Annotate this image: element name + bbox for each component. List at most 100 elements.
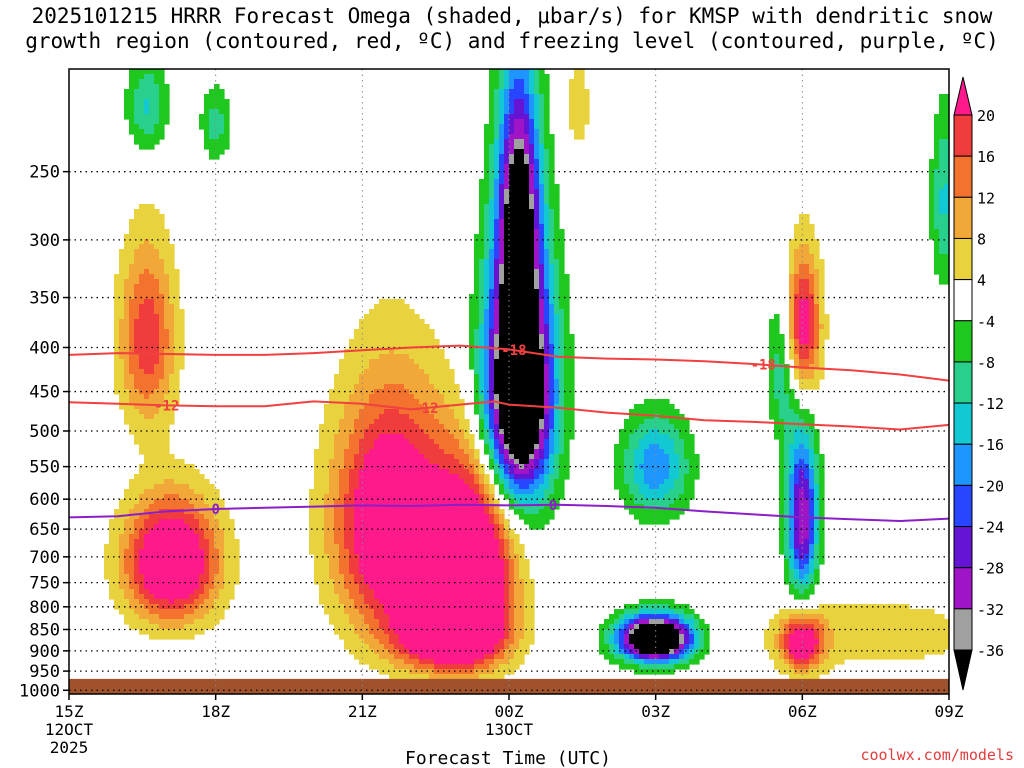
omega-cell [444,554,450,560]
omega-cell [359,599,365,605]
omega-cell [429,374,435,380]
omega-cell [334,389,340,395]
omega-cell [474,299,480,305]
omega-cell [139,129,145,135]
omega-cell [229,589,235,595]
omega-cell [139,219,145,225]
omega-cell [479,264,485,270]
omega-cell [374,414,380,420]
omega-cell [149,559,155,565]
omega-cell [499,484,505,490]
omega-cell [454,569,460,575]
omega-cell [414,314,420,320]
omega-cell [449,569,455,575]
omega-cell [334,619,340,625]
omega-cell [479,609,485,615]
omega-cell [354,504,360,510]
omega-cell [479,519,485,525]
omega-cell [364,419,370,425]
omega-cell [139,114,145,120]
omega-cell [454,394,460,400]
omega-cell [444,489,450,495]
omega-cell [139,234,145,240]
omega-cell [449,379,455,385]
omega-cell [509,169,515,175]
omega-cell [164,434,170,440]
omega-cell [344,394,350,400]
omega-cell [334,384,340,390]
omega-cell [519,214,525,220]
omega-cell [209,529,215,535]
omega-cell [384,479,390,485]
omega-cell [404,484,410,490]
omega-cell [494,149,500,155]
omega-cell [514,604,520,610]
omega-cell [379,574,385,580]
omega-cell [484,549,490,555]
omega-cell [504,199,510,205]
omega-cell [134,104,140,110]
omega-cell [349,554,355,560]
omega-cell [374,644,380,650]
omega-cell [514,319,520,325]
omega-cell [379,504,385,510]
omega-cell [489,539,495,545]
omega-cell [414,619,420,625]
omega-cell [124,554,130,560]
omega-cell [534,384,540,390]
omega-cell [369,629,375,635]
omega-cell [399,334,405,340]
omega-cell [349,639,355,645]
omega-cell [159,604,165,610]
omega-cell [499,209,505,215]
omega-cell [129,429,135,435]
omega-cell [344,384,350,390]
omega-cell [459,639,465,645]
omega-cell [179,324,185,330]
omega-cell [189,554,195,560]
omega-cell [149,499,155,505]
omega-cell [524,559,530,565]
omega-cell [159,424,165,430]
omega-cell [504,569,510,575]
omega-cell [149,514,155,520]
omega-cell [479,569,485,575]
omega-cell [334,514,340,520]
omega-cell [324,599,330,605]
omega-cell [509,259,515,265]
omega-cell [189,504,195,510]
omega-cell [504,369,510,375]
omega-cell [534,154,540,160]
omega-cell [364,329,370,335]
omega-cell [129,229,135,235]
omega-cell [184,484,190,490]
omega-cell [484,154,490,160]
omega-cell [144,539,150,545]
omega-cell [379,354,385,360]
omega-cell [139,539,145,545]
omega-cell [404,659,410,665]
omega-cell [404,369,410,375]
omega-cell [444,629,450,635]
omega-cell [519,644,525,650]
omega-cell [114,334,120,340]
omega-cell [149,309,155,315]
omega-cell [394,469,400,475]
omega-cell [429,334,435,340]
omega-cell [129,99,135,105]
omega-cell [409,559,415,565]
omega-cell [469,459,475,465]
omega-cell [144,569,150,575]
omega-cell [369,459,375,465]
omega-cell [429,454,435,460]
omega-cell [444,424,450,430]
omega-cell [459,549,465,555]
omega-cell [509,114,515,120]
omega-cell [479,214,485,220]
omega-cell [389,304,395,310]
omega-cell [364,589,370,595]
omega-cell [359,609,365,615]
omega-cell [389,384,395,390]
omega-cell [424,324,430,330]
omega-cell [344,369,350,375]
